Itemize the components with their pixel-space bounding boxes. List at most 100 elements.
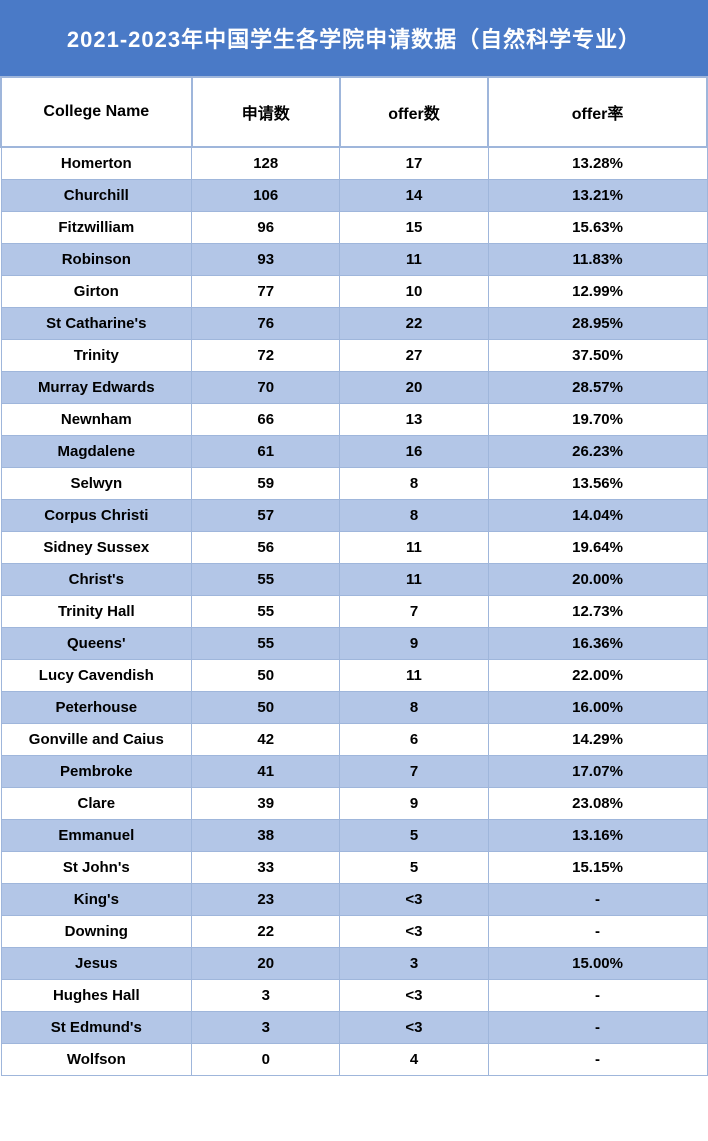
table-cell: Corpus Christi — [1, 499, 192, 531]
table-row: Sidney Sussex561119.64% — [1, 531, 707, 563]
table-cell: 3 — [340, 947, 488, 979]
table-cell: <3 — [340, 979, 488, 1011]
table-cell: 5 — [340, 819, 488, 851]
table-row: St Edmund's3<3- — [1, 1011, 707, 1043]
table-cell: 8 — [340, 499, 488, 531]
table-row: Pembroke41717.07% — [1, 755, 707, 787]
table-cell: 11 — [340, 659, 488, 691]
table-cell: 72 — [192, 339, 340, 371]
table-cell: 20 — [340, 371, 488, 403]
table-cell: 8 — [340, 467, 488, 499]
table-cell: Hughes Hall — [1, 979, 192, 1011]
table-cell: <3 — [340, 1011, 488, 1043]
table-cell: 106 — [192, 179, 340, 211]
table-cell: 16.00% — [488, 691, 707, 723]
table-body: Homerton1281713.28%Churchill1061413.21%F… — [1, 147, 707, 1075]
col-header-offers: offer数 — [340, 77, 488, 147]
table-cell: Magdalene — [1, 435, 192, 467]
table-row: Corpus Christi57814.04% — [1, 499, 707, 531]
table-cell: 23.08% — [488, 787, 707, 819]
table-cell: 9 — [340, 787, 488, 819]
table-row: Fitzwilliam961515.63% — [1, 211, 707, 243]
table-row: Selwyn59813.56% — [1, 467, 707, 499]
table-cell: 13.21% — [488, 179, 707, 211]
table-cell: <3 — [340, 915, 488, 947]
data-table: College Name 申请数 offer数 offer率 Homerton1… — [0, 76, 708, 1076]
table-cell: 11.83% — [488, 243, 707, 275]
table-cell: 22.00% — [488, 659, 707, 691]
table-cell: - — [488, 1043, 707, 1075]
table-cell: 13.16% — [488, 819, 707, 851]
table-cell: 14.04% — [488, 499, 707, 531]
table-cell: 61 — [192, 435, 340, 467]
table-cell: 3 — [192, 979, 340, 1011]
page-title: 2021-2023年中国学生各学院申请数据（自然科学专业） — [0, 0, 708, 76]
table-cell: Wolfson — [1, 1043, 192, 1075]
table-cell: 66 — [192, 403, 340, 435]
table-row: Christ's551120.00% — [1, 563, 707, 595]
table-cell: 93 — [192, 243, 340, 275]
table-cell: 15.00% — [488, 947, 707, 979]
table-cell: 96 — [192, 211, 340, 243]
table-cell: 19.64% — [488, 531, 707, 563]
table-cell: - — [488, 883, 707, 915]
table-cell: 10 — [340, 275, 488, 307]
col-header-applications: 申请数 — [192, 77, 340, 147]
table-row: Homerton1281713.28% — [1, 147, 707, 179]
table-row: Jesus20315.00% — [1, 947, 707, 979]
table-cell: 14.29% — [488, 723, 707, 755]
table-cell: Queens' — [1, 627, 192, 659]
table-cell: Clare — [1, 787, 192, 819]
table-cell: 13.56% — [488, 467, 707, 499]
table-row: Newnham661319.70% — [1, 403, 707, 435]
table-cell: Murray Edwards — [1, 371, 192, 403]
table-cell: Robinson — [1, 243, 192, 275]
table-cell: 13 — [340, 403, 488, 435]
table-cell: 39 — [192, 787, 340, 819]
table-cell: 55 — [192, 563, 340, 595]
col-header-name: College Name — [1, 77, 192, 147]
table-cell: 3 — [192, 1011, 340, 1043]
table-cell: 8 — [340, 691, 488, 723]
table-row: St John's33515.15% — [1, 851, 707, 883]
table-cell: Fitzwilliam — [1, 211, 192, 243]
table-cell: Pembroke — [1, 755, 192, 787]
table-cell: 55 — [192, 627, 340, 659]
table-cell: 70 — [192, 371, 340, 403]
table-cell: 5 — [340, 851, 488, 883]
table-cell: - — [488, 915, 707, 947]
table-cell: 22 — [192, 915, 340, 947]
table-cell: 11 — [340, 563, 488, 595]
table-cell: 6 — [340, 723, 488, 755]
table-cell: 20.00% — [488, 563, 707, 595]
table-cell: - — [488, 979, 707, 1011]
table-cell: 26.23% — [488, 435, 707, 467]
table-cell: Jesus — [1, 947, 192, 979]
table-cell: 15.63% — [488, 211, 707, 243]
table-cell: Sidney Sussex — [1, 531, 192, 563]
table-row: Wolfson04- — [1, 1043, 707, 1075]
table-cell: 7 — [340, 755, 488, 787]
table-cell: 17 — [340, 147, 488, 179]
table-cell: 37.50% — [488, 339, 707, 371]
table-cell: King's — [1, 883, 192, 915]
table-cell: 4 — [340, 1043, 488, 1075]
table-cell: 77 — [192, 275, 340, 307]
table-row: Hughes Hall3<3- — [1, 979, 707, 1011]
table-cell: 12.73% — [488, 595, 707, 627]
table-cell: 11 — [340, 243, 488, 275]
table-cell: 19.70% — [488, 403, 707, 435]
table-cell: Trinity Hall — [1, 595, 192, 627]
table-cell: 9 — [340, 627, 488, 659]
table-row: Murray Edwards702028.57% — [1, 371, 707, 403]
table-row: Emmanuel38513.16% — [1, 819, 707, 851]
table-cell: 0 — [192, 1043, 340, 1075]
table-row: Trinity722737.50% — [1, 339, 707, 371]
table-cell: 33 — [192, 851, 340, 883]
table-cell: Selwyn — [1, 467, 192, 499]
table-cell: 56 — [192, 531, 340, 563]
table-cell: Emmanuel — [1, 819, 192, 851]
header-row: College Name 申请数 offer数 offer率 — [1, 77, 707, 147]
table-cell: 14 — [340, 179, 488, 211]
table-row: Churchill1061413.21% — [1, 179, 707, 211]
